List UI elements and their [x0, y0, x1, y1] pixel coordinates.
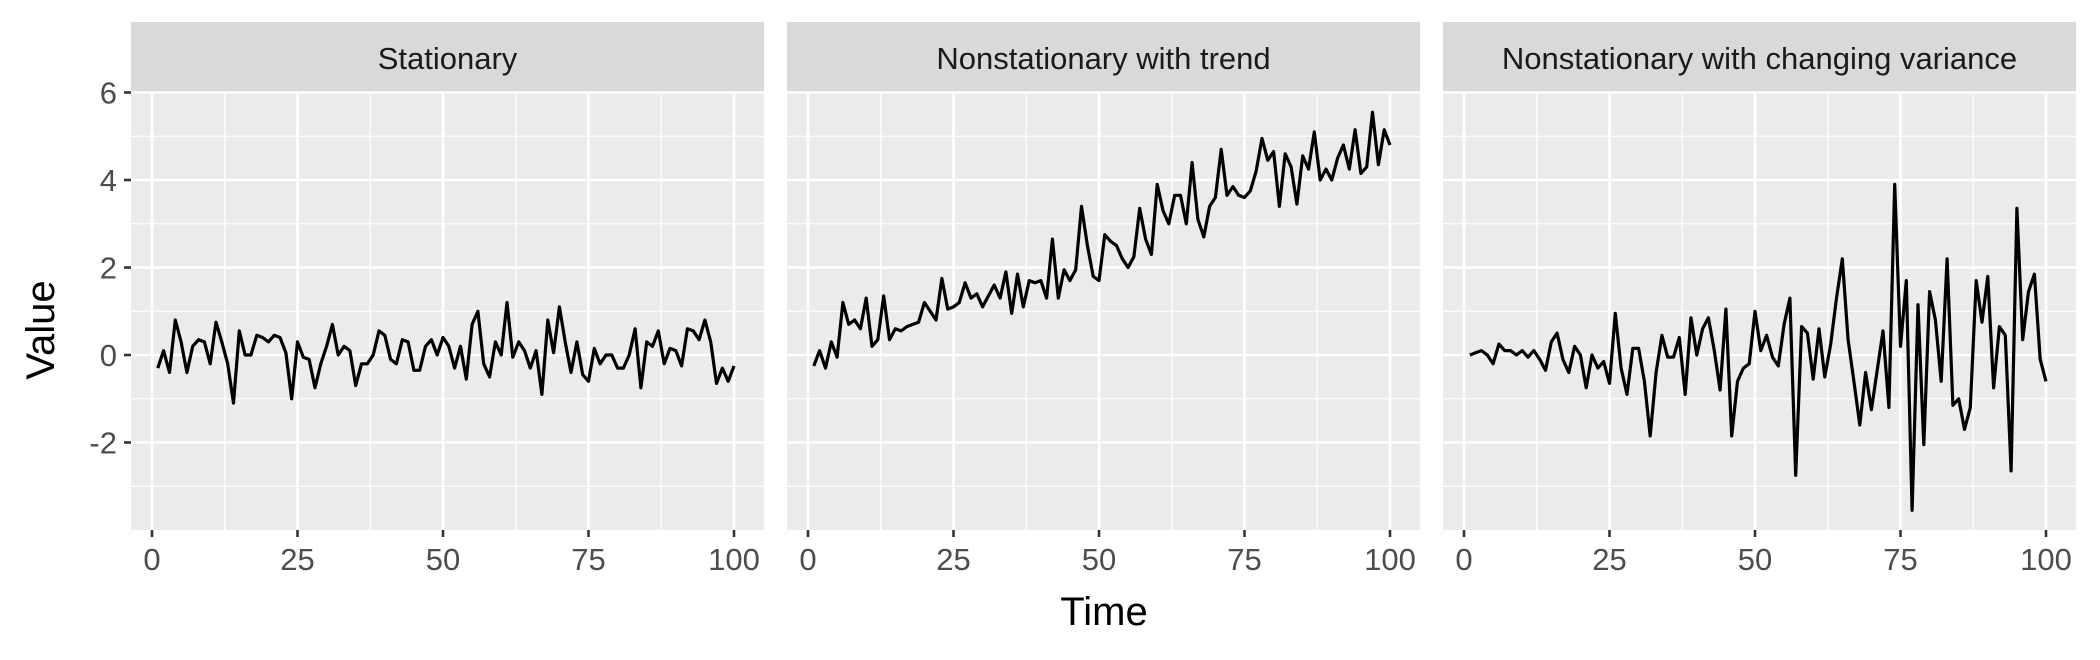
- y-axis-title: Value: [19, 280, 63, 379]
- facet-strip: [1443, 22, 2076, 94]
- x-axis-3: 0 25 50 75 100: [1455, 530, 2072, 577]
- y-tick-label: 0: [100, 338, 117, 373]
- x-tick-label: 25: [1592, 542, 1626, 577]
- x-tick-label: 0: [1455, 542, 1472, 577]
- y-tick-label: 4: [100, 163, 117, 198]
- panel-background: [131, 94, 764, 530]
- series-line-2: [812, 110, 1392, 370]
- facet-panels: Stationary Nonstationary with trend Nonsta…: [131, 22, 2076, 530]
- x-tick-label: 0: [143, 542, 160, 577]
- x-tick-label: 25: [936, 542, 970, 577]
- facet-1: Stationary: [131, 22, 764, 530]
- facet-3: Nonstationary with changing variance: [1443, 22, 2076, 530]
- x-tick-label: 50: [1082, 542, 1116, 577]
- x-tick-label: 75: [571, 542, 605, 577]
- series-line-3: [1469, 182, 2048, 512]
- x-tick-label: 25: [280, 542, 314, 577]
- facet-strip: [787, 22, 1420, 94]
- x-tick-label: 50: [426, 542, 460, 577]
- y-tick-label: 6: [100, 76, 117, 111]
- x-tick-label: 0: [799, 542, 816, 577]
- x-tick-label: 75: [1883, 542, 1917, 577]
- x-tick-label: 100: [708, 542, 760, 577]
- x-axis-2: 0 25 50 75 100: [799, 530, 1416, 577]
- y-tick-label: -2: [89, 426, 117, 461]
- x-tick-label: 50: [1738, 542, 1772, 577]
- x-tick-label: 100: [1364, 542, 1416, 577]
- facet-title: Stationary: [378, 41, 518, 76]
- x-axes: 0 25 50 75 100 0 25 50 75 100 0 25 50 75 100: [143, 530, 2072, 577]
- panel-background: [1443, 94, 2076, 530]
- facet-title: Nonstationary with trend: [936, 41, 1270, 76]
- x-axis-title: Time: [1060, 590, 1147, 634]
- y-axis: -2 0 2 4 6: [89, 76, 131, 461]
- facet-title: Nonstationary with changing variance: [1502, 41, 2017, 76]
- y-tick-label: 2: [100, 251, 117, 286]
- series-line-1: [156, 300, 736, 405]
- x-axis-1: 0 25 50 75 100: [143, 530, 760, 577]
- facet-2: Nonstationary with trend: [787, 22, 1420, 530]
- panel-background: [787, 94, 1420, 530]
- x-tick-label: 75: [1227, 542, 1261, 577]
- x-tick-label: 100: [2020, 542, 2072, 577]
- facet-strip: [131, 22, 764, 94]
